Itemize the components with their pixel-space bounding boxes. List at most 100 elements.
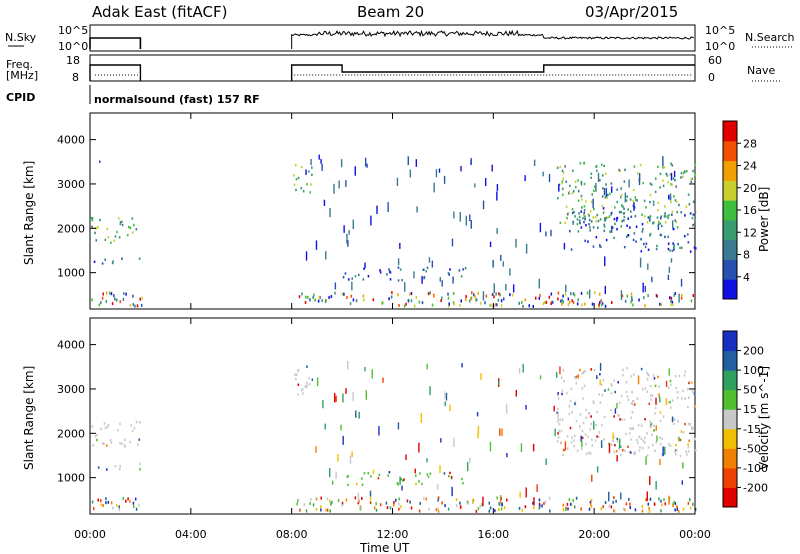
- data-cell: [124, 445, 126, 448]
- data-cell: [588, 223, 590, 226]
- data-cell: [653, 424, 655, 427]
- data-cell: [607, 193, 609, 197]
- data-cell: [129, 440, 131, 444]
- data-cell: [591, 444, 594, 447]
- data-cell: [363, 472, 366, 475]
- scatter-cell: [334, 291, 336, 295]
- streak-cell: [452, 276, 454, 284]
- data-cell: [119, 220, 122, 224]
- data-cell: [403, 478, 405, 481]
- ytick-label: 2000: [57, 222, 85, 235]
- data-cell: [598, 431, 601, 434]
- streak-cell: [656, 435, 658, 442]
- streak-cell: [409, 169, 412, 178]
- data-cell: [603, 229, 606, 233]
- data-cell: [620, 194, 623, 197]
- scatter-cell: [410, 292, 413, 296]
- streak-cell: [435, 169, 438, 178]
- data-cell: [633, 452, 635, 455]
- data-cell: [633, 403, 636, 406]
- scatter-cell: [676, 507, 679, 511]
- data-cell: [582, 397, 584, 400]
- data-cell: [646, 378, 649, 381]
- streak-cell: [668, 368, 670, 376]
- nsky-line-segment: [291, 29, 694, 49]
- scatter-cell: [133, 505, 135, 509]
- data-cell: [573, 210, 575, 214]
- scatter-cell: [567, 297, 570, 301]
- scatter-cell: [580, 507, 582, 511]
- streak-cell: [662, 156, 664, 167]
- power-colorbar-label: Power [dB]: [757, 187, 771, 252]
- data-cell: [610, 213, 612, 216]
- streak-cell: [671, 220, 674, 228]
- streak-cell: [492, 259, 494, 268]
- data-cell: [367, 472, 370, 475]
- streak-cell: [493, 283, 496, 294]
- scatter-cell: [330, 295, 333, 299]
- data-cell: [120, 220, 123, 224]
- streak-cell: [444, 391, 446, 399]
- freq-line-segment: [290, 64, 695, 81]
- data-cell: [577, 179, 579, 182]
- scatter-cell: [472, 293, 475, 297]
- data-cell: [569, 426, 572, 430]
- scatter-cell: [410, 506, 413, 510]
- streak-cell: [618, 438, 621, 449]
- data-cell: [679, 454, 682, 458]
- data-cell: [597, 219, 600, 223]
- data-cell: [660, 233, 662, 237]
- data-cell: [649, 215, 652, 218]
- data-cell: [596, 169, 598, 172]
- streak-cell: [489, 441, 492, 452]
- data-cell: [690, 177, 692, 181]
- data-cell: [121, 442, 123, 445]
- scatter-cell: [694, 507, 697, 511]
- streak-cell: [491, 164, 493, 172]
- data-cell: [104, 238, 107, 242]
- cpid-text: normalsound (fast) 157 RF: [94, 93, 260, 106]
- data-cell: [397, 279, 400, 282]
- data-cell: [618, 210, 621, 214]
- scatter-cell: [495, 292, 497, 296]
- data-cell: [367, 274, 370, 278]
- scatter-cell: [101, 296, 104, 300]
- streak-cell: [605, 187, 608, 198]
- scatter-cell: [372, 298, 375, 302]
- data-cell: [557, 397, 560, 400]
- data-cell: [620, 453, 622, 457]
- scatter-cell: [352, 298, 355, 302]
- scatter-cell: [472, 500, 474, 504]
- data-cell: [693, 392, 696, 395]
- data-cell: [388, 471, 391, 474]
- power-yaxis: 1000 2000 3000 4000: [57, 134, 695, 280]
- scatter-cell: [410, 299, 413, 303]
- scatter-cell: [670, 303, 672, 307]
- colorbar-tick-label: 4: [743, 271, 750, 284]
- data-cell: [600, 383, 603, 386]
- data-cell: [595, 235, 598, 239]
- scatter-cell: [672, 504, 674, 508]
- scatter-cell: [405, 302, 407, 306]
- data-cell: [673, 245, 675, 248]
- time-xaxis: 00:00 04:00 08:00 12:00 16:00 20:00 00:00: [74, 113, 711, 541]
- scatter-cell: [447, 296, 450, 300]
- data-cell: [597, 435, 600, 438]
- streak-cell: [593, 420, 595, 430]
- scatter-cell: [586, 291, 589, 295]
- data-cell: [418, 480, 420, 483]
- data-cell: [628, 432, 631, 435]
- streak-cell: [655, 481, 657, 490]
- data-cell: [623, 418, 626, 421]
- data-cell: [450, 475, 453, 479]
- scatter-cell: [643, 296, 645, 300]
- data-cell: [649, 234, 651, 237]
- scatter-cell: [497, 298, 500, 302]
- data-cell: [378, 473, 381, 477]
- streak-cell: [559, 366, 561, 375]
- data-cell: [603, 164, 605, 168]
- scatter-cell: [509, 293, 511, 297]
- streak-cell: [639, 257, 642, 268]
- data-cell: [574, 215, 576, 218]
- data-cell: [682, 389, 684, 393]
